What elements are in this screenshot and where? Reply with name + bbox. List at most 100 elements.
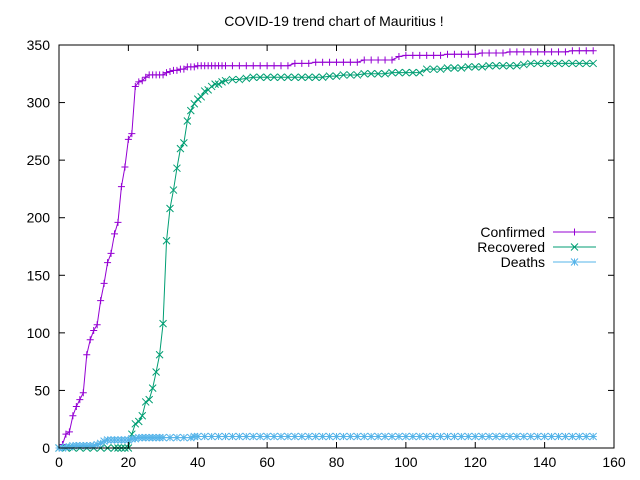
data-point-confirmed	[374, 56, 382, 64]
data-point-recovered	[589, 59, 598, 68]
data-point-confirmed	[339, 58, 347, 66]
data-point-recovered	[353, 71, 362, 79]
data-point-recovered	[346, 71, 355, 79]
plot-area	[55, 47, 598, 452]
data-point-recovered	[221, 76, 230, 85]
data-point-deaths	[499, 432, 507, 441]
data-point-deaths	[89, 441, 98, 450]
data-point-recovered	[162, 236, 171, 245]
data-point-deaths	[297, 432, 306, 441]
series-line-recovered	[59, 62, 594, 449]
y-tick-label: 0	[42, 440, 50, 456]
data-point-recovered	[519, 60, 528, 69]
data-point-recovered	[339, 71, 348, 79]
data-point-confirmed	[555, 48, 562, 56]
data-point-confirmed	[114, 218, 122, 226]
data-point-recovered	[360, 69, 369, 78]
data-point-recovered	[311, 73, 320, 82]
data-point-confirmed	[492, 49, 500, 57]
data-point-recovered	[415, 68, 424, 77]
data-point-deaths	[367, 432, 376, 441]
data-point-confirmed	[190, 63, 198, 71]
data-point-confirmed	[128, 130, 136, 138]
data-point-deaths	[131, 434, 140, 443]
x-tick-label: 100	[394, 454, 418, 470]
data-point-recovered	[148, 384, 157, 392]
data-point-confirmed	[416, 51, 424, 59]
data-point-deaths	[93, 440, 102, 449]
y-tick-label: 250	[27, 152, 51, 168]
data-point-deaths	[436, 432, 445, 441]
data-point-recovered	[270, 73, 278, 82]
legend-label-deaths: Deaths	[501, 254, 545, 270]
legend-marker-confirmed	[571, 228, 578, 236]
data-point-recovered	[197, 92, 206, 101]
data-point-recovered	[554, 59, 563, 68]
data-point-deaths	[256, 432, 265, 441]
data-point-deaths	[450, 432, 459, 441]
data-point-confirmed	[242, 62, 250, 70]
data-point-confirmed	[263, 62, 271, 70]
data-point-deaths	[478, 432, 487, 441]
data-point-recovered	[284, 73, 292, 82]
data-point-recovered	[134, 417, 143, 426]
data-point-confirmed	[548, 48, 556, 56]
data-point-confirmed	[312, 58, 320, 66]
data-point-deaths	[304, 432, 313, 441]
series-deaths	[55, 432, 598, 452]
data-point-deaths	[277, 432, 285, 441]
data-point-confirmed	[93, 321, 101, 329]
data-point-recovered	[429, 65, 438, 74]
data-point-confirmed	[360, 56, 368, 64]
data-point-recovered	[533, 59, 542, 68]
data-point-confirmed	[111, 230, 118, 238]
data-point-confirmed	[228, 62, 236, 70]
data-point-deaths	[193, 432, 202, 441]
data-point-confirmed	[79, 389, 87, 397]
data-point-recovered	[422, 65, 431, 74]
data-point-deaths	[346, 432, 355, 441]
data-point-deaths	[513, 432, 521, 441]
data-point-recovered	[183, 117, 192, 125]
x-tick-label: 140	[533, 454, 557, 470]
data-point-confirmed	[485, 49, 493, 57]
data-point-confirmed	[437, 51, 445, 59]
data-point-deaths	[65, 442, 74, 451]
data-point-deaths	[96, 439, 105, 448]
data-point-recovered	[141, 398, 150, 406]
data-point-deaths	[395, 432, 403, 441]
data-point-deaths	[228, 432, 237, 441]
legend-marker-recovered	[570, 243, 579, 251]
data-point-recovered	[499, 61, 507, 70]
data-point-recovered	[186, 106, 195, 115]
legend-label-confirmed: Confirmed	[480, 224, 545, 240]
data-point-deaths	[422, 432, 431, 441]
data-point-deaths	[200, 432, 209, 441]
data-point-confirmed	[381, 56, 389, 64]
x-tick-label: 80	[329, 454, 345, 470]
data-point-recovered	[464, 63, 473, 71]
data-point-recovered	[166, 204, 174, 213]
data-point-recovered	[228, 75, 237, 84]
data-point-deaths	[471, 432, 480, 441]
data-point-recovered	[304, 73, 313, 82]
data-point-recovered	[155, 350, 164, 359]
data-point-deaths	[214, 432, 223, 441]
data-point-recovered	[478, 63, 487, 71]
data-point-deaths	[388, 432, 396, 441]
data-point-confirmed	[69, 412, 77, 420]
data-point-confirmed	[256, 62, 264, 70]
series-confirmed	[55, 47, 597, 452]
data-point-deaths	[415, 432, 424, 441]
legend-label-recovered: Recovered	[477, 239, 545, 255]
data-point-recovered	[256, 73, 265, 82]
data-point-recovered	[513, 61, 521, 70]
data-point-deaths	[589, 432, 598, 441]
data-point-deaths	[561, 432, 570, 441]
data-point-deaths	[547, 432, 556, 441]
data-point-deaths	[533, 432, 542, 441]
data-point-deaths	[159, 433, 167, 442]
data-point-deaths	[318, 432, 327, 441]
data-point-recovered	[540, 59, 549, 68]
